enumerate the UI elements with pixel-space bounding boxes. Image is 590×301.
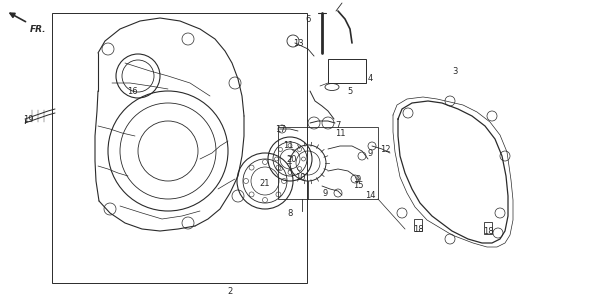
Text: 6: 6 [305,14,311,23]
Text: 16: 16 [127,86,137,95]
Text: 7: 7 [335,122,340,131]
Text: 3: 3 [453,67,458,76]
Text: 20: 20 [287,154,297,163]
Text: 9: 9 [322,188,327,197]
Text: 5: 5 [348,86,353,95]
Text: 17: 17 [275,125,286,134]
Bar [278,127,378,199]
Text: 21: 21 [260,178,270,188]
Text: 11: 11 [283,141,293,150]
Text: 2: 2 [227,287,232,296]
Text: 18: 18 [483,226,493,235]
Bar [328,59,366,83]
Text: 19: 19 [23,114,33,123]
Bar [484,222,492,234]
Text: 9: 9 [368,148,373,157]
Text: 9: 9 [355,175,360,184]
Text: 15: 15 [353,182,363,191]
Text: 13: 13 [293,39,303,48]
Text: FR.: FR. [30,25,47,34]
Text: 11: 11 [335,129,345,138]
Bar [414,219,422,231]
Text: 18: 18 [412,225,423,234]
Text: 10: 10 [295,172,305,182]
Text: 14: 14 [365,191,375,200]
Text: 12: 12 [380,144,390,154]
Text: 8: 8 [287,209,293,219]
Bar [52,13,307,283]
Text: 4: 4 [368,75,373,83]
